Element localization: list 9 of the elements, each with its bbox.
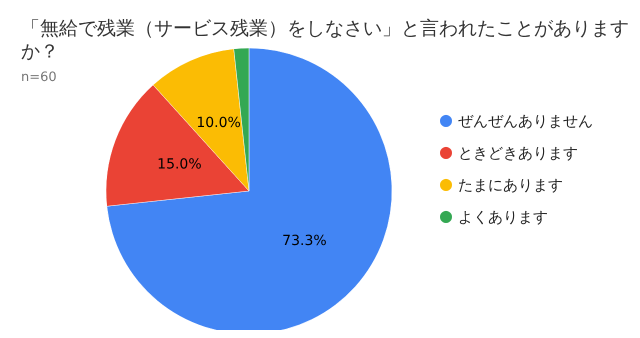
data-label: 73.3% (282, 232, 327, 249)
legend-label: ときどきあります (458, 144, 578, 162)
legend-label: たまにあります (458, 176, 563, 194)
data-label: 10.0% (196, 115, 241, 132)
data-label: 15.0% (157, 156, 202, 172)
text: n=60 (21, 70, 57, 85)
legend-label: よくあります (458, 208, 548, 226)
legend-label: ぜんぜんありません (458, 112, 593, 130)
chart-title: 「無給で残業（サービス残業）をしなさい」と言われたことがありますか？ (21, 18, 629, 62)
